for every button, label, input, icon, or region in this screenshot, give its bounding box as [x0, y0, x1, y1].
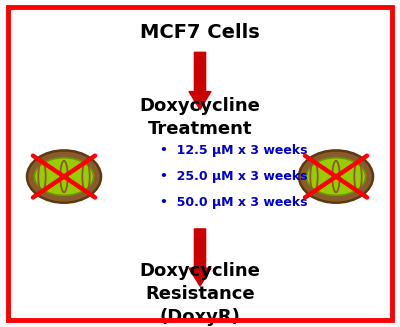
Ellipse shape: [27, 150, 101, 203]
Ellipse shape: [34, 158, 94, 196]
Ellipse shape: [306, 158, 366, 196]
FancyArrow shape: [189, 229, 211, 286]
Text: •  25.0 μM x 3 weeks: • 25.0 μM x 3 weeks: [160, 170, 308, 183]
Text: •  12.5 μM x 3 weeks: • 12.5 μM x 3 weeks: [160, 144, 308, 157]
Ellipse shape: [299, 150, 373, 203]
FancyArrow shape: [189, 52, 211, 110]
Text: Doxycycline
Resistance
(DoxyR): Doxycycline Resistance (DoxyR): [140, 262, 260, 326]
Text: MCF7 Cells: MCF7 Cells: [140, 23, 260, 42]
Text: •  50.0 μM x 3 weeks: • 50.0 μM x 3 weeks: [160, 196, 308, 209]
Text: Doxycycline
Treatment: Doxycycline Treatment: [140, 97, 260, 138]
